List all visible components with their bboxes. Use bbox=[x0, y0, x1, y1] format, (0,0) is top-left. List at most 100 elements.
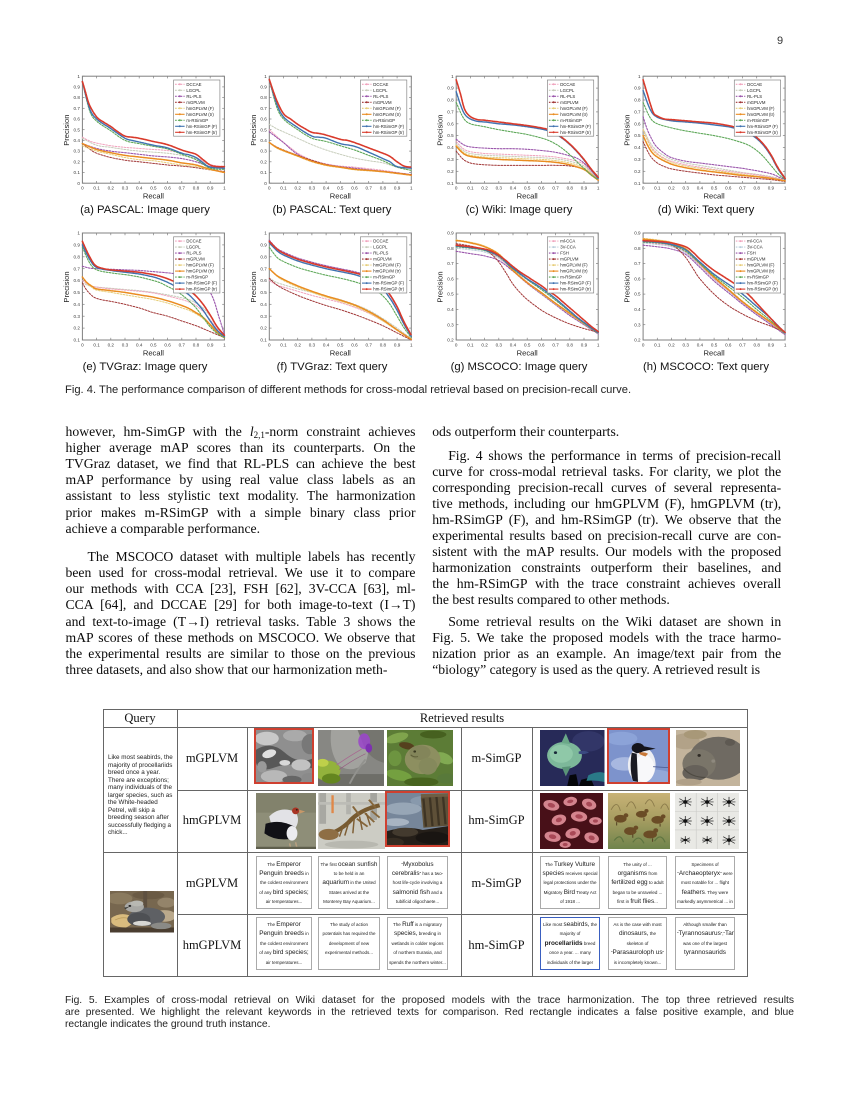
svg-text:0.7: 0.7 bbox=[179, 186, 186, 191]
svg-text:Recall: Recall bbox=[143, 192, 164, 201]
svg-text:0.1: 0.1 bbox=[260, 170, 267, 175]
svg-text:1: 1 bbox=[784, 186, 787, 191]
svg-text:hmGPLVM (tr): hmGPLVM (tr) bbox=[186, 112, 214, 117]
svg-text:0.7: 0.7 bbox=[739, 186, 746, 191]
svg-text:0.8: 0.8 bbox=[380, 343, 387, 348]
svg-text:0.6: 0.6 bbox=[634, 277, 641, 282]
svg-text:(h) MSCOCO: Text query: (h) MSCOCO: Text query bbox=[643, 361, 769, 373]
svg-text:LGCPL: LGCPL bbox=[373, 88, 388, 93]
svg-text:0.5: 0.5 bbox=[150, 343, 157, 348]
svg-text:m-RSimGP: m-RSimGP bbox=[747, 118, 769, 123]
svg-text:m-RSimGP: m-RSimGP bbox=[560, 275, 582, 280]
svg-text:0.3: 0.3 bbox=[309, 343, 316, 348]
svg-text:0.5: 0.5 bbox=[524, 186, 531, 191]
svg-text:0.8: 0.8 bbox=[447, 98, 454, 103]
svg-text:hm-RSimGP (F): hm-RSimGP (F) bbox=[560, 124, 591, 129]
svg-text:LGCPL: LGCPL bbox=[186, 245, 201, 250]
svg-text:FSH: FSH bbox=[747, 251, 756, 256]
svg-text:0.1: 0.1 bbox=[74, 170, 81, 175]
svg-text:1: 1 bbox=[264, 74, 267, 79]
svg-text:0.3: 0.3 bbox=[496, 186, 503, 191]
svg-text:0.9: 0.9 bbox=[394, 186, 401, 191]
svg-text:(f) TVGraz: Text query: (f) TVGraz: Text query bbox=[277, 361, 388, 373]
svg-text:LGCPL: LGCPL bbox=[560, 88, 575, 93]
svg-text:0.6: 0.6 bbox=[725, 186, 732, 191]
svg-text:0.4: 0.4 bbox=[447, 145, 454, 150]
svg-text:0.1: 0.1 bbox=[447, 181, 454, 186]
svg-text:m-RSimGP: m-RSimGP bbox=[373, 275, 395, 280]
svg-text:0.3: 0.3 bbox=[447, 322, 454, 327]
svg-text:hmGPLVM (tr): hmGPLVM (tr) bbox=[747, 112, 775, 117]
svg-text:RL-PLS: RL-PLS bbox=[560, 94, 575, 99]
svg-text:0.9: 0.9 bbox=[447, 231, 454, 236]
svg-text:mGPLVM: mGPLVM bbox=[373, 100, 392, 105]
svg-text:mGPLVM: mGPLVM bbox=[560, 257, 579, 262]
svg-text:0.8: 0.8 bbox=[193, 343, 200, 348]
svg-text:Precision: Precision bbox=[436, 271, 445, 302]
svg-text:0.8: 0.8 bbox=[74, 95, 81, 100]
svg-text:0.7: 0.7 bbox=[447, 261, 454, 266]
svg-text:0.2: 0.2 bbox=[634, 169, 641, 174]
svg-text:0.5: 0.5 bbox=[260, 127, 267, 132]
svg-text:1: 1 bbox=[451, 74, 454, 79]
svg-text:0.4: 0.4 bbox=[697, 186, 704, 191]
svg-text:1: 1 bbox=[264, 231, 267, 236]
svg-text:hm-RSimGP (F): hm-RSimGP (F) bbox=[373, 124, 404, 129]
svg-text:0.1: 0.1 bbox=[280, 343, 287, 348]
svg-text:0.2: 0.2 bbox=[481, 186, 488, 191]
svg-text:hm-RSimGP (tr): hm-RSimGP (tr) bbox=[186, 130, 217, 135]
svg-text:0.1: 0.1 bbox=[467, 343, 474, 348]
svg-text:0.3: 0.3 bbox=[309, 186, 316, 191]
svg-text:0.1: 0.1 bbox=[74, 338, 81, 343]
svg-text:0.5: 0.5 bbox=[74, 290, 81, 295]
svg-text:m-RSimGP: m-RSimGP bbox=[560, 118, 582, 123]
svg-text:hm-RSimGP (F): hm-RSimGP (F) bbox=[560, 281, 591, 286]
svg-text:RL-PLS: RL-PLS bbox=[186, 94, 201, 99]
svg-text:0.9: 0.9 bbox=[447, 86, 454, 91]
svg-text:0.3: 0.3 bbox=[683, 186, 690, 191]
svg-text:0: 0 bbox=[77, 181, 80, 186]
svg-text:0.2: 0.2 bbox=[634, 338, 641, 343]
svg-text:0: 0 bbox=[81, 186, 84, 191]
svg-text:0.2: 0.2 bbox=[74, 326, 81, 331]
svg-text:(g) MSCOCO: Image query: (g) MSCOCO: Image query bbox=[451, 361, 588, 373]
svg-text:0.4: 0.4 bbox=[510, 343, 517, 348]
svg-text:hm-RSimGP (tr): hm-RSimGP (tr) bbox=[373, 130, 404, 135]
svg-text:0: 0 bbox=[455, 186, 458, 191]
svg-text:0.4: 0.4 bbox=[74, 138, 81, 143]
svg-text:hmGPLVM (F): hmGPLVM (F) bbox=[373, 106, 401, 111]
svg-text:0.5: 0.5 bbox=[524, 343, 531, 348]
svg-text:(e) TVGraz: Image query: (e) TVGraz: Image query bbox=[83, 361, 208, 373]
svg-text:0.6: 0.6 bbox=[260, 117, 267, 122]
svg-text:0.9: 0.9 bbox=[207, 343, 214, 348]
svg-text:0.2: 0.2 bbox=[668, 186, 675, 191]
svg-text:0.8: 0.8 bbox=[260, 95, 267, 100]
svg-text:1: 1 bbox=[223, 186, 226, 191]
svg-text:0: 0 bbox=[455, 343, 458, 348]
svg-text:0.5: 0.5 bbox=[150, 186, 157, 191]
svg-text:0.3: 0.3 bbox=[74, 314, 81, 319]
svg-text:0.4: 0.4 bbox=[136, 343, 143, 348]
svg-text:0.6: 0.6 bbox=[260, 278, 267, 283]
svg-text:0.6: 0.6 bbox=[164, 186, 171, 191]
svg-text:0.8: 0.8 bbox=[634, 246, 641, 251]
svg-text:1: 1 bbox=[784, 343, 787, 348]
svg-text:m-RSimGP: m-RSimGP bbox=[186, 118, 208, 123]
svg-text:hm-RSimGP (tr): hm-RSimGP (tr) bbox=[560, 130, 591, 135]
svg-text:Recall: Recall bbox=[517, 349, 538, 358]
svg-text:0.4: 0.4 bbox=[74, 302, 81, 307]
svg-text:0.2: 0.2 bbox=[260, 159, 267, 164]
svg-text:hm-RSimGP (F): hm-RSimGP (F) bbox=[373, 281, 404, 286]
svg-text:0.9: 0.9 bbox=[634, 86, 641, 91]
svg-text:hmGPLVM (F): hmGPLVM (F) bbox=[560, 106, 588, 111]
svg-text:0.5: 0.5 bbox=[711, 186, 718, 191]
svg-text:0.5: 0.5 bbox=[260, 290, 267, 295]
svg-text:(b) PASCAL: Text query: (b) PASCAL: Text query bbox=[273, 204, 392, 216]
svg-text:RL-PLS: RL-PLS bbox=[186, 251, 201, 256]
svg-text:0.9: 0.9 bbox=[74, 243, 81, 248]
svg-text:LGCPL: LGCPL bbox=[747, 88, 762, 93]
svg-text:Precision: Precision bbox=[623, 115, 632, 146]
svg-text:0.4: 0.4 bbox=[634, 145, 641, 150]
svg-text:0.3: 0.3 bbox=[122, 186, 129, 191]
svg-text:mGPLVM: mGPLVM bbox=[186, 100, 205, 105]
